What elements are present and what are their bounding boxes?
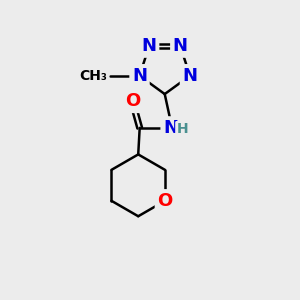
Text: CH₃: CH₃: [79, 69, 107, 83]
Text: O: O: [125, 92, 140, 110]
Text: H: H: [177, 122, 188, 136]
Text: N: N: [182, 67, 197, 85]
Text: O: O: [158, 192, 172, 210]
Text: N: N: [132, 67, 147, 85]
Text: N: N: [142, 37, 157, 55]
Text: N: N: [173, 37, 188, 55]
Text: N: N: [163, 119, 178, 137]
